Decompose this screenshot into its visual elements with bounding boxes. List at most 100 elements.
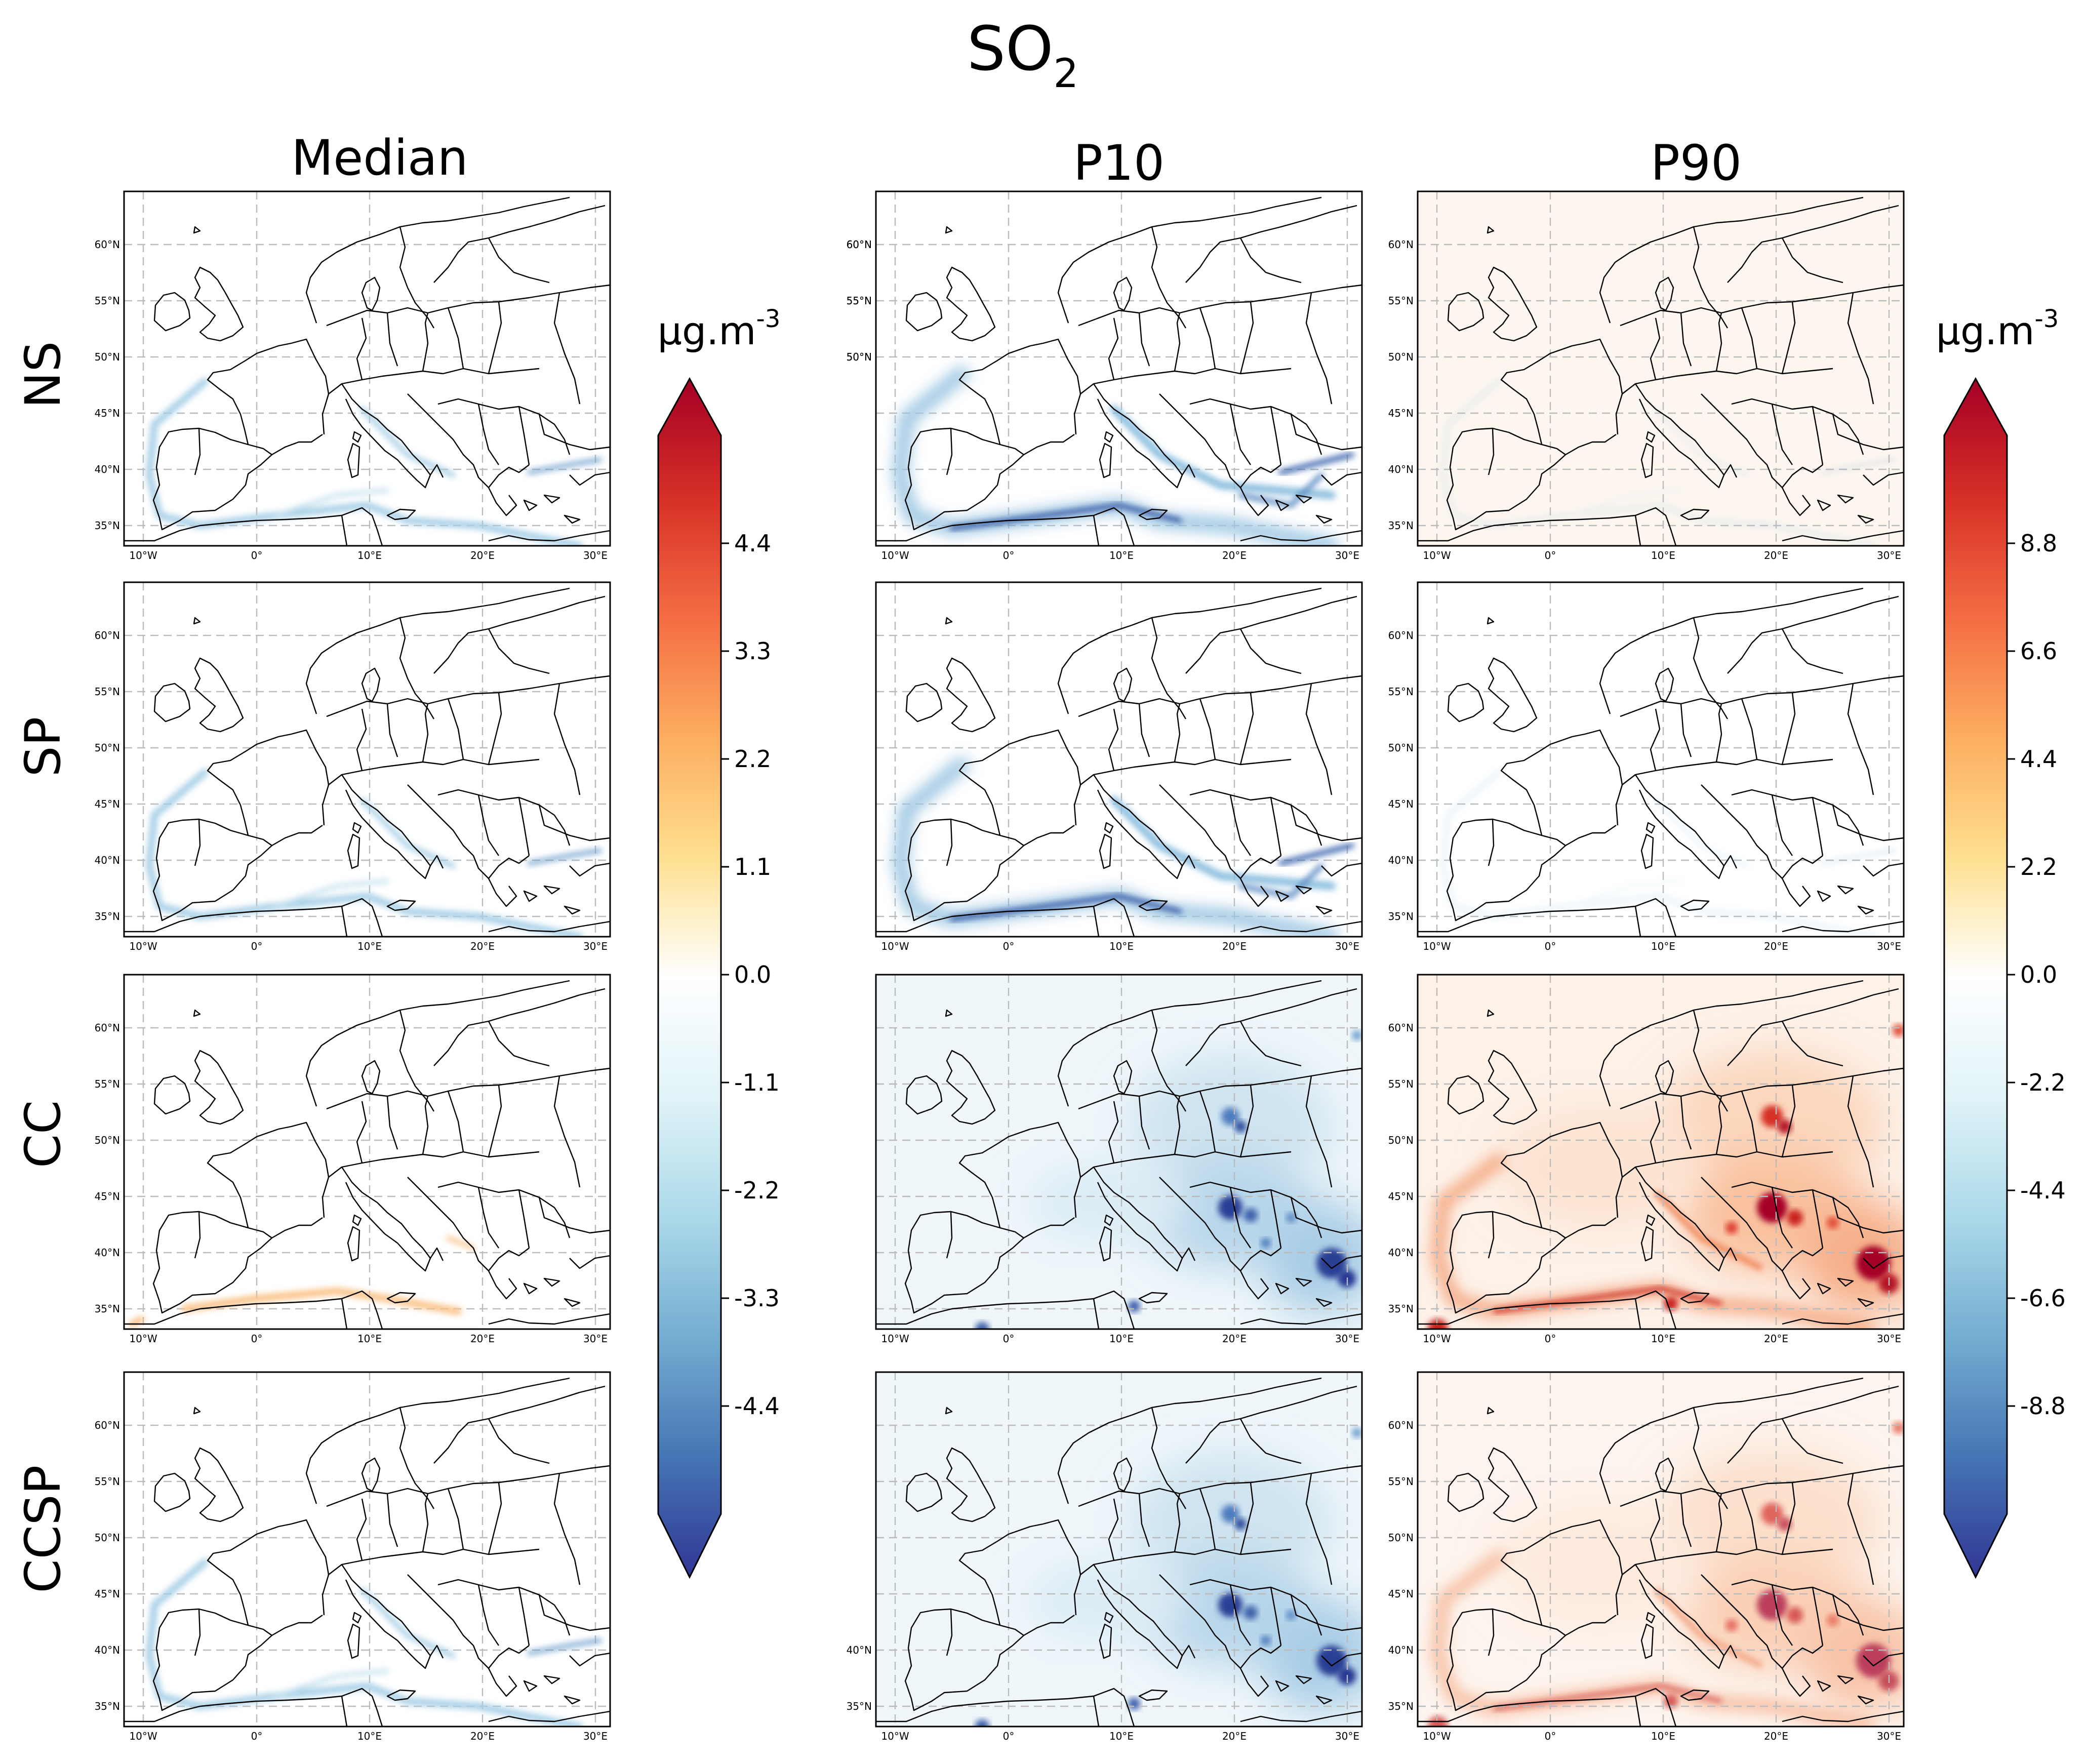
lon-tick-label: 0° [251, 940, 263, 952]
lon-tick-label: 10°E [357, 1730, 382, 1742]
figure-title: SO2 [967, 14, 1078, 97]
lon-tick-label: 30°E [1335, 1333, 1359, 1345]
lat-tick-label: 60°N [847, 238, 872, 251]
lon-tick-label: 20°E [470, 1730, 495, 1742]
lat-tick-label: 35°N [95, 1700, 120, 1712]
lon-tick-label: 10°W [129, 1333, 157, 1345]
map-frame [875, 1371, 1363, 1728]
lat-tick-label: 50°N [847, 351, 872, 363]
lat-tick-label: 45°N [1388, 798, 1414, 810]
colorbar-tick-label: 0.0 [734, 961, 771, 988]
lon-tick-label: 10°W [129, 940, 157, 952]
colorbar-left-ticks: 4.4 3.3 2.2 1.1 0.0 -1.1 -2.2 -3.3 -4.4 [721, 530, 780, 1420]
lat-tick-label: 35°N [95, 519, 120, 532]
map-frame [123, 974, 611, 1330]
lat-tick-label: 50°N [1388, 1134, 1414, 1146]
title-subscript: 2 [1053, 51, 1078, 97]
colorbar-tick-label: -2.2 [734, 1177, 780, 1204]
map-panel-ns-median: 10°W 0° 10°E 20°E 30°E 35°N 40°N 45°N 50°N 55°N 60… [95, 190, 611, 562]
lat-tick-label: 50°N [95, 1532, 120, 1544]
column-header-p90: P90 [1651, 135, 1742, 191]
map-panel-cc-p10: 10°W 0° 10°E 20°E 30°E [875, 974, 1363, 1345]
colorbar-left: μg.m-3 4.4 3.3 2.2 1.1 0.0 -1.1 -2.2 -3.3 -4.4 [657, 305, 781, 1579]
lat-tick-label: 35°N [1388, 910, 1414, 923]
lat-tick-label: 50°N [1388, 351, 1414, 363]
lon-tick-label: 30°E [1335, 1730, 1359, 1742]
map-panel-ccsp-p90: 10°W 0° 10°E 20°E 30°E 35°N 40°N 45°N 50°N 55°N 60… [1388, 1371, 1905, 1742]
lat-tick-label: 40°N [95, 854, 120, 866]
lat-tick-label: 45°N [95, 1190, 120, 1202]
lon-tick-label: 20°E [470, 549, 495, 562]
map-frame [123, 581, 611, 938]
colorbar-tick-label: -3.3 [734, 1285, 780, 1312]
lat-tick-label: 55°N [847, 295, 872, 307]
lon-tick-label: 20°E [1222, 1333, 1247, 1345]
colorbar-right-unit: μg.m-3 [1936, 305, 2059, 353]
lat-tick-label: 35°N [1388, 519, 1414, 532]
lon-tick-label: 30°E [1877, 1730, 1901, 1742]
map-frame [875, 581, 1363, 938]
lat-tick-label: 50°N [1388, 1532, 1414, 1544]
map-panel-sp-p90: 10°W 0° 10°E 20°E 30°E 35°N 40°N 45°N 50°N 55°N 60… [1388, 581, 1905, 952]
lon-tick-label: 30°E [1335, 549, 1359, 562]
lat-tick-label: 45°N [1388, 407, 1414, 419]
lon-tick-label: 10°E [1109, 1730, 1134, 1742]
colorbar-tick-label: 4.4 [2020, 745, 2057, 773]
map-panel-ccsp-p10: 10°W 0° 10°E 20°E 30°E 35°N 40°N [847, 1371, 1363, 1742]
map-panel-cc-median: 10°W 0° 10°E 20°E 30°E 35°N 40°N 45°N 50°N 55°N 60… [95, 974, 611, 1345]
lat-tick-label: 60°N [847, 238, 872, 251]
lat-tick-label: 50°N [95, 351, 120, 363]
lat-tick-label: 60°N [1388, 1419, 1414, 1431]
colorbar-right-bar [1943, 377, 2008, 1579]
colorbar-tick-label: 2.2 [734, 745, 771, 773]
colorbar-tick-label: -4.4 [2020, 1177, 2066, 1204]
lon-tick-label: 10°E [357, 940, 382, 952]
lon-tick-label: 0° [1545, 940, 1556, 952]
lat-tick-label: 40°N [847, 1644, 872, 1656]
row-label-cc: CC [15, 1100, 71, 1168]
lat-tick-label: 50°N [1388, 742, 1414, 754]
lat-tick-label: 45°N [1388, 1588, 1414, 1600]
row-label-ns: NS [15, 341, 71, 409]
map-panel-ns-p10: 10°W 0° 10°E 20°E 30°E50°N55°N60°N50°N55°N60… [847, 190, 1363, 562]
map-panel-ns-p90: 10°W 0° 10°E 20°E 30°E 35°N 40°N 45°N 50°N 55°N 60… [1388, 190, 1905, 562]
lon-tick-label: 10°E [1651, 940, 1675, 952]
colorbar-left-unit: μg.m-3 [658, 305, 781, 353]
lon-tick-label: 20°E [1222, 1730, 1247, 1742]
colorbar-left-bar [657, 377, 722, 1579]
lon-tick-label: 30°E [583, 549, 608, 562]
lon-tick-label: 10°W [1423, 1730, 1451, 1742]
row-label-ccsp: CCSP [15, 1465, 71, 1593]
lon-tick-label: 10°E [1651, 549, 1675, 562]
lon-tick-label: 0° [251, 549, 263, 562]
colorbar-tick-label: 1.1 [734, 853, 771, 880]
lat-tick-label: 40°N [95, 1644, 120, 1656]
lat-tick-label: 55°N [95, 1475, 120, 1488]
lat-tick-label: 35°N [95, 1303, 120, 1315]
lat-tick-label: 60°N [95, 1419, 120, 1431]
lat-tick-label: 50°N [847, 351, 872, 363]
lon-tick-label: 0° [1003, 940, 1015, 952]
map-panel-ccsp-median: 10°W 0° 10°E 20°E 30°E 35°N 40°N 45°N 50°N 55°N 60… [95, 1371, 611, 1742]
lat-tick-label: 55°N [1388, 686, 1414, 698]
lon-tick-label: 0° [1545, 1730, 1556, 1742]
lat-tick-label: 60°N [1388, 629, 1414, 642]
lat-tick-label: 40°N [1388, 463, 1414, 475]
lon-tick-label: 30°E [583, 940, 608, 952]
lat-tick-label: 60°N [95, 238, 120, 251]
lon-tick-label: 20°E [470, 940, 495, 952]
lon-tick-label: 10°W [881, 549, 909, 562]
lat-tick-label: 35°N [1388, 1700, 1414, 1712]
lon-tick-label: 20°E [1764, 1333, 1788, 1345]
lon-tick-label: 10°E [1651, 1333, 1675, 1345]
map-frame [1417, 1371, 1905, 1728]
colorbar-tick-label: 3.3 [734, 637, 771, 665]
lat-tick-label: 60°N [1388, 1022, 1414, 1034]
column-header-p10: P10 [1073, 135, 1165, 191]
lon-tick-label: 0° [1545, 549, 1556, 562]
lon-tick-label: 30°E [583, 1333, 608, 1345]
lon-tick-label: 10°E [357, 549, 382, 562]
colorbar-tick-label: -2.2 [2020, 1069, 2066, 1096]
lon-tick-label: 20°E [1222, 549, 1247, 562]
lon-tick-label: 10°W [1423, 1333, 1451, 1345]
